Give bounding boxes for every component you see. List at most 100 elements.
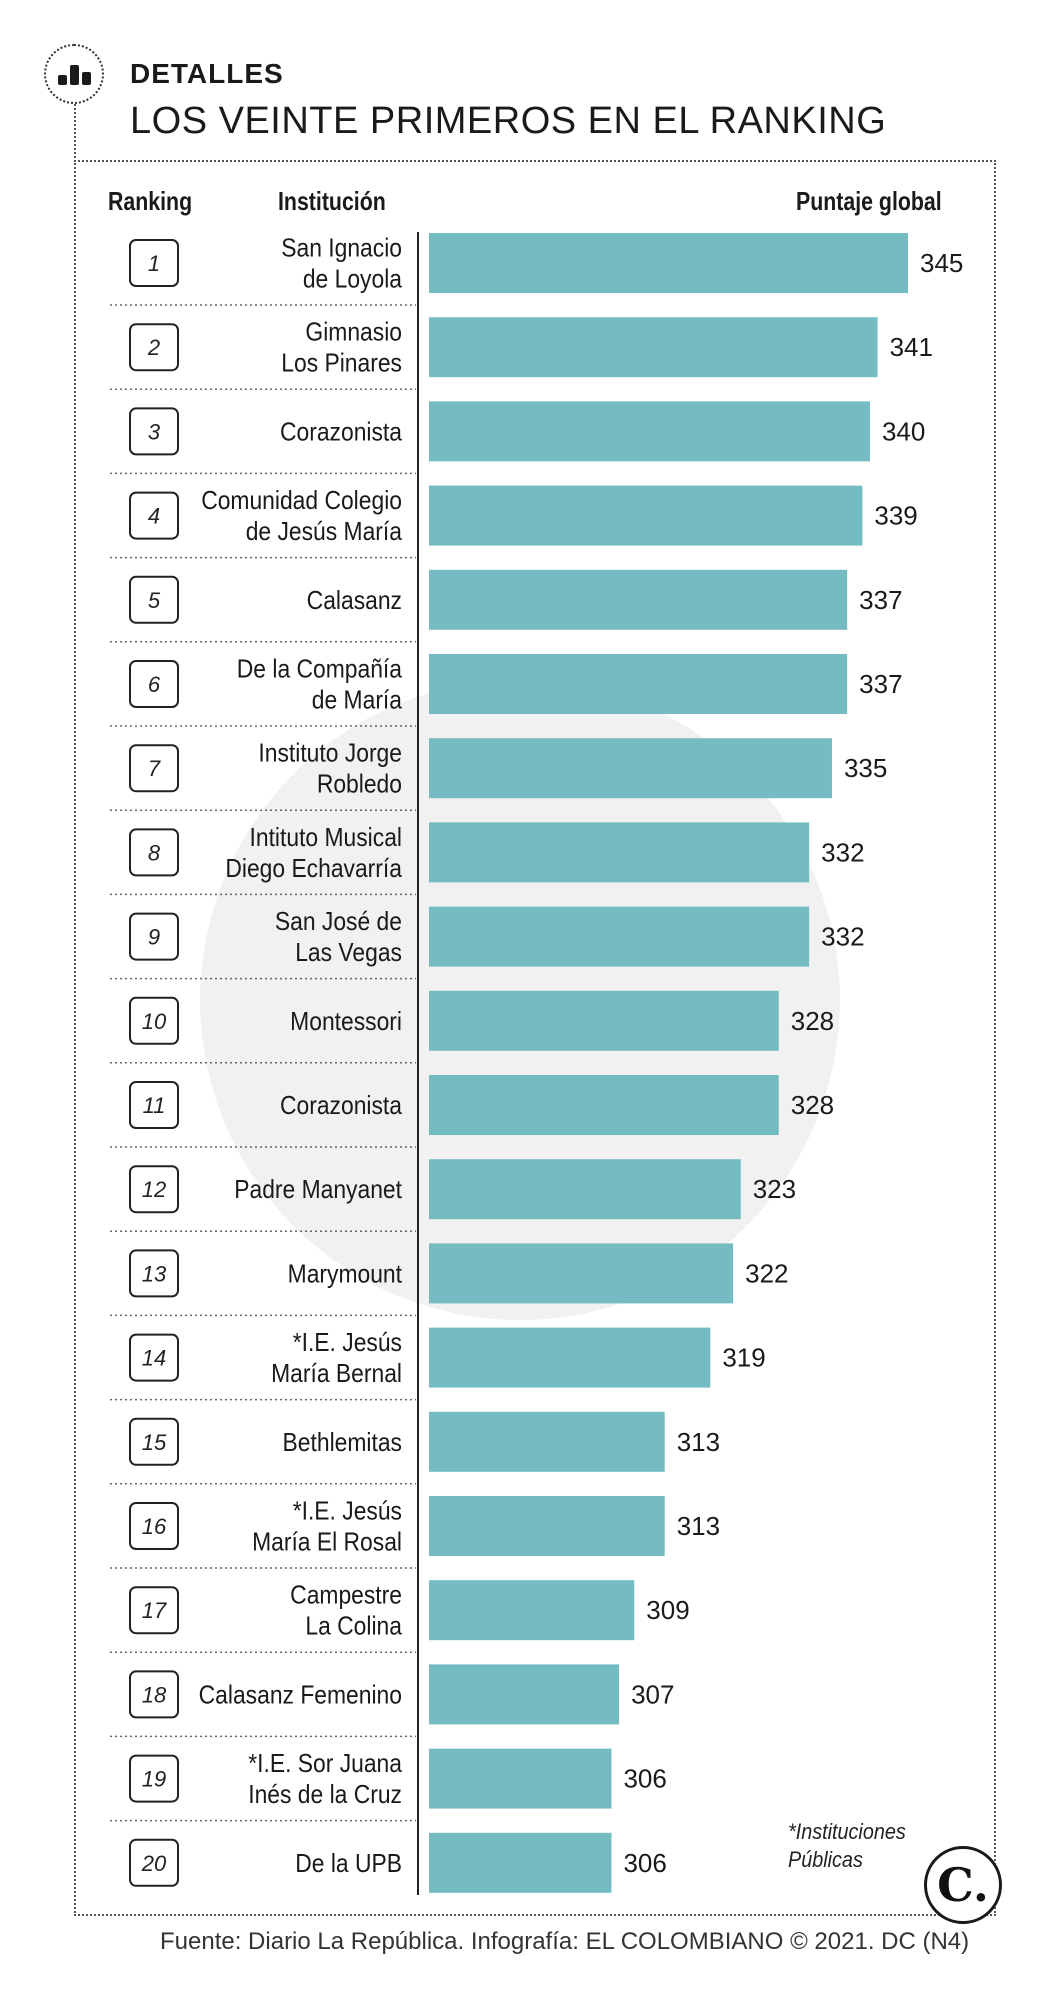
bar	[429, 1075, 779, 1135]
institution-label-line: De la UPB	[295, 1850, 402, 1879]
bar	[429, 401, 870, 462]
institution-label: San Ignacio de Loyola	[281, 234, 402, 294]
institution-label-line: María Bernal	[271, 1360, 402, 1389]
rank-label: 13	[142, 1261, 167, 1286]
rank-box	[129, 1586, 179, 1635]
institution-label-line: de Loyola	[303, 265, 403, 294]
institution-label-line: *I.E. Jesús	[293, 1497, 402, 1526]
kicker: DETALLES	[130, 58, 284, 89]
institution-label-line: Corazonista	[280, 1092, 402, 1121]
rank-box	[129, 912, 179, 961]
rank-box	[129, 1249, 179, 1298]
value-label: 322	[745, 1258, 788, 1288]
institution-label-line: Padre Manyanet	[234, 1176, 402, 1205]
institution-label: Corazonista	[280, 1092, 402, 1121]
rank-label: 7	[148, 756, 161, 781]
value-label: 307	[631, 1679, 674, 1709]
institution-label-line: Diego Echavarría	[225, 855, 402, 884]
institution-label-line: Comunidad Colegio	[201, 487, 402, 516]
value-label: 337	[859, 585, 902, 615]
institution-label-line: Calasanz Femenino	[199, 1681, 402, 1710]
bar	[429, 1748, 612, 1809]
column-header-ranking: Ranking	[108, 186, 193, 216]
institution-label: *I.E. Jesús María Bernal	[271, 1329, 402, 1389]
institution-label-line: Los Pinares	[281, 349, 402, 378]
institution-label-line: Corazonista	[280, 418, 402, 447]
value-label: 328	[791, 1006, 834, 1036]
bar	[429, 1159, 741, 1220]
value-label: 328	[791, 1090, 834, 1120]
bar	[429, 1664, 620, 1725]
institution-label-line: San Ignacio	[281, 234, 402, 263]
rank-box	[129, 996, 179, 1045]
bar	[429, 1496, 665, 1556]
rank-label: 14	[142, 1346, 166, 1371]
rank-label: 9	[148, 925, 160, 950]
rank-box	[129, 1838, 179, 1887]
brand-logo: C.	[924, 1846, 1002, 1924]
value-label: 306	[623, 1764, 666, 1794]
institution-label: Intituto Musical Diego Echavarría	[225, 824, 402, 884]
rank-box	[129, 1670, 179, 1719]
institution-label-line: La Colina	[305, 1612, 402, 1641]
institution-label: De la Compañía de María	[237, 655, 403, 715]
rank-box	[129, 744, 179, 793]
chart-frame	[74, 160, 996, 1916]
bar	[429, 233, 908, 293]
column-header-institution: Institución	[278, 186, 386, 216]
rank-label: 5	[148, 588, 161, 613]
institution-label-line: Las Vegas	[295, 939, 402, 968]
value-label: 339	[874, 501, 917, 531]
rank-label: 19	[142, 1767, 166, 1792]
institution-label: Marymount	[288, 1260, 403, 1289]
page-title: LOS VEINTE PRIMEROS EN EL RANKING	[130, 100, 887, 142]
bar	[429, 738, 832, 799]
rank-box	[129, 1165, 179, 1214]
bar	[429, 1327, 711, 1388]
institution-label-line: Campestre	[290, 1581, 402, 1610]
institution-label: Instituto Jorge Robledo	[258, 739, 402, 799]
institution-label: San José de Las Vegas	[275, 908, 402, 968]
institution-label-line: Instituto Jorge	[258, 739, 402, 768]
rank-label: 3	[148, 419, 161, 444]
institution-label-line: Intituto Musical	[250, 824, 402, 853]
rank-box	[129, 1333, 179, 1382]
institution-label-line: de María	[312, 686, 403, 715]
footnote-line-2: Públicas	[788, 1847, 863, 1872]
institution-label-line: Inés de la Cruz	[248, 1781, 402, 1810]
institution-label-line: María El Rosal	[252, 1528, 402, 1557]
rank-label: 8	[148, 840, 161, 865]
rank-box	[129, 239, 179, 287]
rank-label: 6	[148, 672, 161, 697]
rank-box	[129, 1081, 179, 1129]
value-label: 332	[821, 837, 864, 867]
footnote: *Instituciones Públicas	[788, 1818, 906, 1874]
institution-label-line: De la Compañía	[237, 655, 403, 684]
bar	[429, 654, 848, 714]
institution-label: Calasanz Femenino	[199, 1681, 402, 1710]
rank-box	[129, 491, 179, 540]
value-label: 313	[677, 1427, 720, 1457]
institution-label-line: Calasanz	[307, 587, 402, 616]
institution-label-line: de Jesús María	[246, 518, 403, 547]
bar	[429, 990, 779, 1051]
rank-label: 16	[142, 1514, 167, 1539]
rank-box	[129, 323, 179, 372]
value-label: 337	[859, 669, 902, 699]
source-credit: Fuente: Diario La República. Infografía:…	[160, 1928, 970, 1955]
institution-label-line: *I.E. Sor Juana	[248, 1750, 402, 1779]
value-label: 323	[753, 1174, 796, 1204]
institution-label-line: Bethlemitas	[283, 1429, 402, 1458]
rank-box	[129, 575, 179, 624]
bar	[429, 1411, 665, 1472]
bar-chart-icon	[44, 44, 104, 104]
value-label: 332	[821, 922, 864, 952]
value-label: 341	[890, 332, 933, 362]
rank-label: 17	[142, 1598, 167, 1623]
value-label: 313	[677, 1511, 720, 1541]
value-label: 306	[623, 1848, 666, 1878]
rank-label: 2	[147, 335, 160, 360]
rank-box	[129, 1417, 179, 1466]
bar	[429, 317, 878, 378]
bar	[429, 906, 810, 967]
